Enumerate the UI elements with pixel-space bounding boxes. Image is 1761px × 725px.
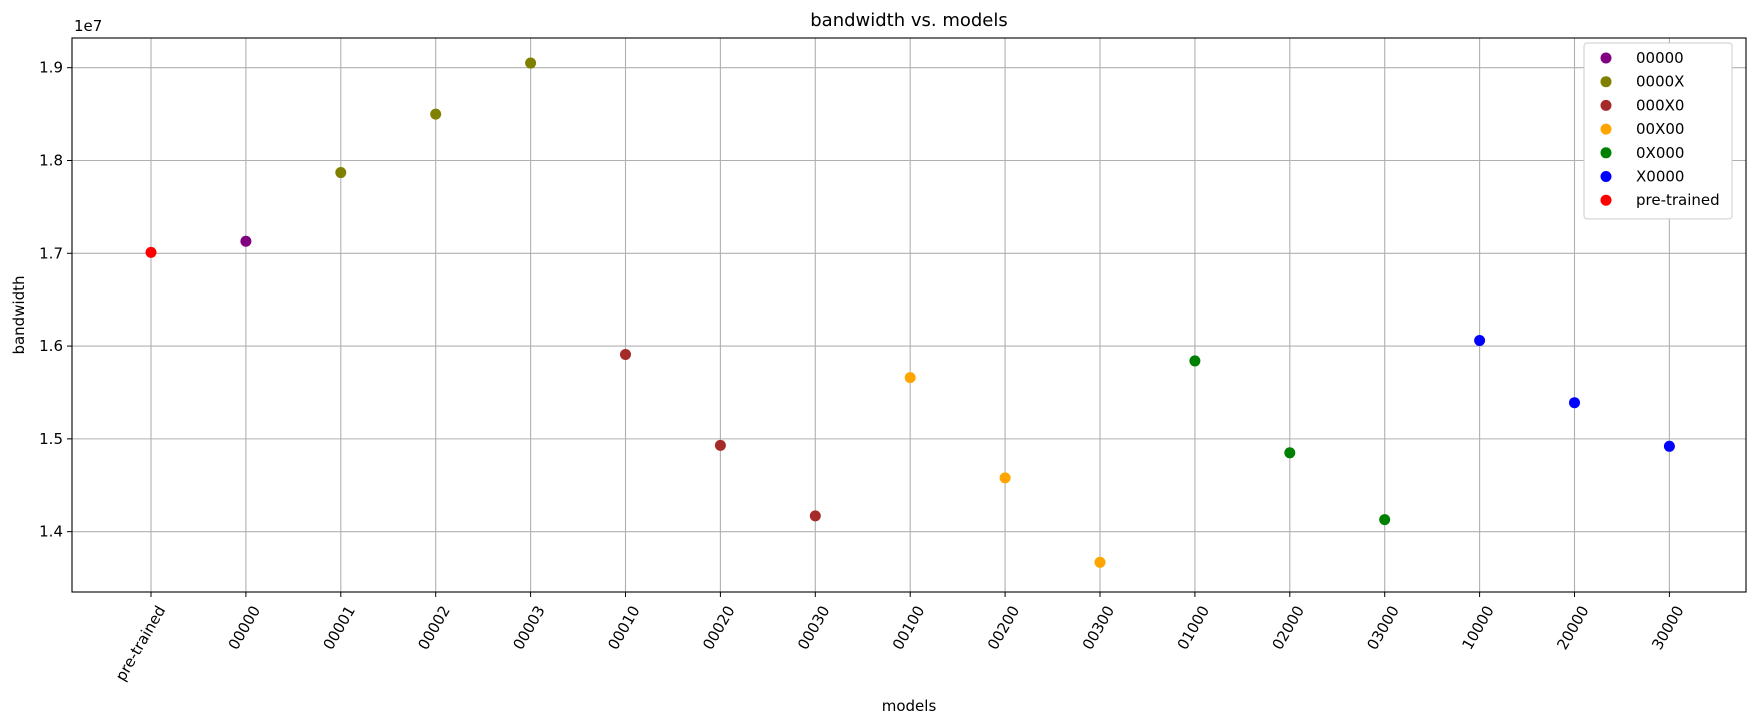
data-point <box>620 348 631 360</box>
legend-label: pre-trained <box>1636 191 1720 209</box>
x-tick-label: 00003 <box>509 603 548 653</box>
x-tick-label: 00002 <box>414 603 453 653</box>
data-point <box>240 235 252 247</box>
legend-marker <box>1600 123 1612 135</box>
x-tick-label: 20000 <box>1553 603 1592 653</box>
data-point <box>145 246 157 258</box>
data-point <box>904 372 916 384</box>
data-point <box>1094 556 1106 568</box>
x-tick-label: 00300 <box>1079 603 1118 653</box>
data-points <box>145 57 1675 568</box>
x-axis-ticks: pre-trained 00000 00001 00002 00003 00010 0002… <box>112 592 1688 684</box>
data-point <box>1663 440 1675 452</box>
x-tick-label: 00000 <box>225 603 264 653</box>
data-point <box>1379 514 1391 526</box>
data-point <box>430 108 442 120</box>
x-axis-label: models <box>882 697 937 715</box>
y-tick-label: 1.4 <box>39 523 63 541</box>
data-point <box>1569 397 1580 409</box>
y-axis-offset-text: 1e7 <box>74 17 102 35</box>
legend-label: 00000 <box>1636 49 1684 67</box>
y-axis-ticks: 1.4 1.5 1.6 1.7 1.8 1.9 <box>39 59 72 541</box>
x-tick-label: 00001 <box>320 603 359 653</box>
legend-label: 00X00 <box>1636 120 1684 138</box>
x-tick-label: 02000 <box>1269 603 1308 653</box>
plot-area-frame <box>71 37 1747 593</box>
legend-label: X0000 <box>1636 168 1684 186</box>
x-tick-label: 00030 <box>794 603 833 653</box>
legend: 00000 0000X 000X0 00X00 0X000 X0000 pre-traine… <box>1583 42 1733 220</box>
x-tick-label: pre-trained <box>112 603 169 684</box>
data-point <box>809 510 821 522</box>
x-tick-label: 30000 <box>1648 603 1687 653</box>
data-point <box>714 439 726 451</box>
x-tick-label: 10000 <box>1458 603 1497 653</box>
chart-title: bandwidth vs. models <box>810 10 1008 31</box>
legend-marker <box>1600 99 1612 111</box>
x-tick-label: 03000 <box>1363 603 1402 653</box>
x-tick-label: 00020 <box>699 603 738 653</box>
y-tick-label: 1.8 <box>39 151 63 169</box>
legend-label: 0000X <box>1636 73 1684 91</box>
y-axis-label: bandwidth <box>10 275 28 354</box>
legend-marker <box>1600 194 1612 206</box>
data-point <box>525 57 537 69</box>
data-point <box>1284 447 1296 459</box>
x-tick-label: 00010 <box>604 603 643 653</box>
legend-label: 0X000 <box>1636 144 1684 162</box>
y-tick-label: 1.9 <box>39 59 63 77</box>
legend-label: 000X0 <box>1636 96 1684 114</box>
x-tick-label: 00100 <box>889 603 928 653</box>
legend-marker <box>1600 76 1612 88</box>
data-point <box>335 167 347 179</box>
legend-marker <box>1600 147 1612 159</box>
legend-marker <box>1600 52 1612 64</box>
y-tick-label: 1.7 <box>39 244 63 262</box>
legend-marker <box>1600 171 1612 182</box>
data-point <box>1474 335 1486 347</box>
grid <box>72 38 1746 592</box>
data-point <box>1189 355 1201 367</box>
legend-frame <box>1583 42 1733 220</box>
data-point <box>999 472 1011 484</box>
x-tick-label: 01000 <box>1174 603 1213 653</box>
y-tick-label: 1.5 <box>39 430 63 448</box>
y-tick-label: 1.6 <box>39 337 63 355</box>
x-tick-label: 00200 <box>984 603 1023 653</box>
